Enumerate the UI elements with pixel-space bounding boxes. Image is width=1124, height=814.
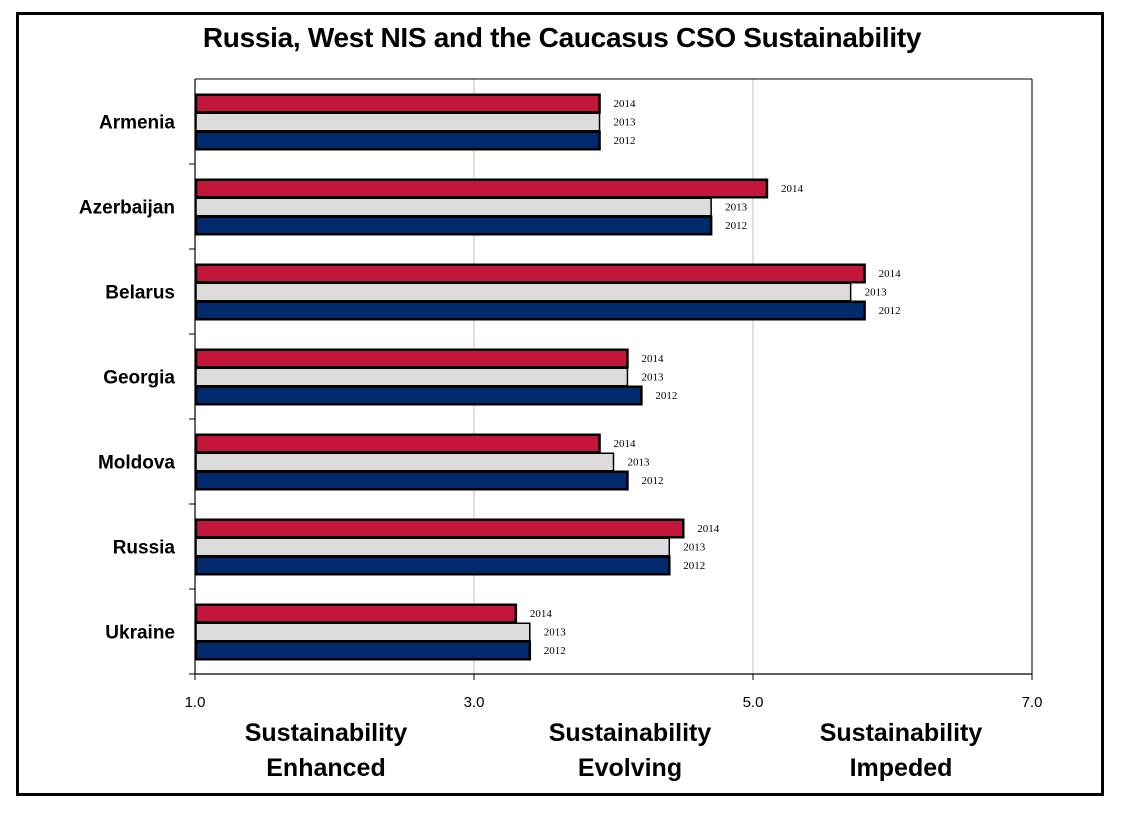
bar-2013 (195, 537, 671, 557)
bar-2014 (194, 603, 518, 624)
bar-2013 (195, 452, 615, 472)
bar-2014 (194, 348, 629, 369)
data-label: 2014 (879, 268, 902, 280)
data-label: 2012 (614, 135, 636, 147)
zone-label-enhanced: Sustainability Enhanced (206, 716, 446, 786)
bar-2013 (195, 622, 531, 642)
bar-2012 (194, 470, 629, 491)
bar-2014 (194, 433, 601, 454)
zone-line2: Evolving (577, 754, 683, 782)
zone-label-evolving: Sustainability Evolving (510, 716, 750, 786)
zone-line1: Sustainability (548, 719, 712, 747)
category-label: Ukraine (105, 623, 175, 644)
zone-line1: Sustainability (244, 719, 408, 747)
bar-2013 (195, 282, 852, 302)
bar-2012 (194, 130, 601, 151)
data-label: 2013 (725, 202, 748, 214)
category-label: Russia (113, 538, 176, 559)
bar-2013 (195, 367, 629, 387)
bar-2012 (194, 555, 671, 576)
x-tick-label: 5.0 (743, 694, 764, 711)
data-label: 2014 (614, 438, 637, 450)
data-labels: 2014 2013 2012 2014 2013 2012 2014 2013 2012 2014… (530, 98, 901, 657)
bar-2012 (194, 640, 532, 661)
bar-2014 (194, 178, 769, 199)
x-tick-label: 1.0 (185, 694, 206, 711)
bar-2012 (194, 215, 713, 236)
bar-2014 (194, 518, 685, 539)
bar-2012 (194, 300, 866, 321)
data-label: 2014 (530, 608, 553, 620)
data-label: 2012 (641, 475, 663, 487)
data-label: 2013 (614, 117, 637, 129)
bar-2013 (195, 197, 712, 217)
bar-2013 (195, 112, 601, 132)
tick-labels: 1.0 3.0 5.0 7.0 (185, 694, 1043, 711)
bar-2012 (194, 385, 643, 406)
data-label: 2013 (628, 457, 651, 469)
category-label: Azerbaijan (79, 198, 175, 219)
data-label: 2014 (614, 98, 637, 110)
category-label: Belarus (105, 283, 175, 304)
category-label: Moldova (98, 453, 175, 474)
zone-line2: Enhanced (266, 754, 386, 782)
data-label: 2014 (697, 523, 720, 535)
data-label: 2012 (655, 390, 677, 402)
data-label: 2013 (865, 287, 888, 299)
category-label: Armenia (99, 113, 175, 134)
x-tick-label: 3.0 (464, 694, 485, 711)
zone-line2: Impeded (849, 754, 953, 782)
data-label: 2014 (641, 353, 664, 365)
bar-2014 (194, 93, 601, 114)
data-label: 2013 (544, 627, 567, 639)
data-label: 2012 (725, 220, 747, 232)
bar-2014 (194, 263, 866, 284)
zone-label-impeded: Sustainability Impeded (781, 716, 1021, 786)
data-label: 2012 (544, 645, 566, 657)
data-label: 2013 (641, 372, 664, 384)
chart-title: Russia, West NIS and the Caucasus CSO Su… (202, 22, 922, 53)
zone-line1: Sustainability (819, 719, 983, 747)
category-labels: Armenia Azerbaijan Belarus Georgia Moldova Ru… (79, 113, 176, 644)
x-tick-label: 7.0 (1022, 694, 1043, 711)
data-label: 2013 (683, 542, 706, 554)
bars (194, 93, 866, 661)
category-label: Georgia (103, 368, 175, 389)
data-label: 2014 (781, 183, 804, 195)
data-label: 2012 (683, 560, 705, 572)
axes (189, 78, 1033, 680)
data-label: 2012 (879, 305, 901, 317)
